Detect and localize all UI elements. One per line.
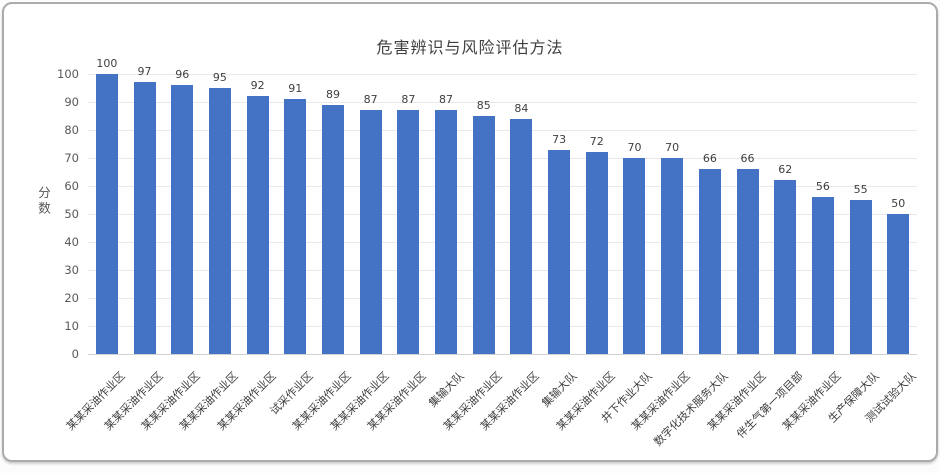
bar-value-label: 95 [212, 71, 227, 84]
bar-value-label: 97 [137, 65, 152, 79]
bar-value-label: 50 [891, 197, 906, 210]
bar [472, 116, 495, 354]
bar-slot: 85 [465, 74, 503, 354]
bar [359, 110, 382, 354]
gridline [88, 354, 917, 355]
bar-slot: 87 [352, 74, 390, 354]
bar-slot: 70 [653, 74, 691, 354]
bar [774, 180, 797, 354]
gridline [88, 74, 917, 75]
bar [95, 74, 118, 354]
bar-value-label: 87 [363, 93, 378, 107]
x-label-slot: 某某采油作业区 [365, 356, 429, 466]
gridline [88, 214, 917, 215]
bar [585, 152, 608, 354]
y-tick-label: 50 [64, 207, 79, 221]
bar-slot: 84 [503, 74, 541, 354]
gridline [88, 326, 917, 327]
bar-value-label: 62 [778, 163, 793, 177]
bar [849, 200, 872, 354]
chart-title: 危害辨识与风险评估方法 [376, 38, 564, 57]
bar-value-label: 73 [552, 132, 567, 146]
y-tick-label: 80 [64, 123, 79, 137]
bar-value-label: 55 [853, 183, 868, 196]
bar-slot: 70 [616, 74, 654, 354]
bar-slot: 95 [201, 71, 239, 354]
bar [435, 110, 458, 354]
bar [736, 169, 759, 354]
y-tick-label: 20 [64, 291, 79, 305]
bar-slot: 50 [879, 74, 917, 354]
bar [811, 197, 834, 354]
bar-slot: 97 [126, 65, 164, 354]
bar-slot: 56 [804, 74, 842, 354]
bar-slot: 87 [390, 74, 428, 354]
bar-value-label: 66 [740, 152, 755, 166]
bar-slot: 66 [729, 74, 767, 354]
bar [548, 149, 571, 354]
bar [133, 82, 156, 354]
bar [208, 88, 231, 354]
x-label-slot: 某某采油作业区 [478, 356, 542, 466]
y-tick-label: 40 [64, 235, 79, 249]
gridline [88, 102, 917, 103]
bar [284, 99, 307, 354]
bar-value-label: 70 [627, 141, 642, 154]
bar-value-label: 100 [96, 57, 118, 70]
bar-slot: 66 [691, 74, 729, 354]
gridline [88, 130, 917, 131]
bar [321, 104, 344, 354]
bar [510, 118, 533, 354]
bar-slot: 87 [427, 74, 465, 354]
gridline [88, 270, 917, 271]
bar-value-label: 87 [439, 93, 454, 107]
bar-slot: 96 [163, 68, 201, 354]
gridline [88, 242, 917, 243]
bar-slot: 62 [766, 74, 804, 354]
y-tick-label: 0 [71, 347, 79, 361]
x-axis-labels: 某某采油作业区 某某采油作业区 某某采油作业区 某某采油作业区 某某采油作业区 试采作业区… [64, 356, 919, 466]
bars-container: 100 97 96 95 92 91 89 87 87 87 85 84 73 72 70 70 66 66 62 5… [88, 57, 917, 354]
bar-slot: 55 [842, 74, 880, 354]
bar-value-label: 91 [288, 82, 303, 96]
bar-value-label: 70 [665, 141, 680, 154]
bar-slot: 73 [540, 74, 578, 354]
gridline [88, 158, 917, 159]
bar-slot: 91 [276, 74, 314, 354]
gridline [88, 298, 917, 299]
bar-value-label: 84 [514, 101, 529, 115]
bar-value-label: 72 [589, 135, 604, 149]
bar-value-label: 96 [175, 68, 190, 82]
chart-card: 危害辨识与风险评估方法 分数 100 90 80 70 60 50 40 30 20 10 0 10… [2, 2, 938, 462]
bar-value-label: 87 [401, 93, 416, 107]
y-tick-label: 100 [57, 67, 79, 81]
x-label-slot: 测试试验大队 [863, 356, 919, 466]
bar [623, 158, 646, 354]
bar [661, 158, 684, 354]
bar-value-label: 56 [815, 180, 830, 194]
bar-slot: 72 [578, 74, 616, 354]
bar [698, 169, 721, 354]
bar-value-label: 89 [325, 87, 340, 101]
y-tick-label: 90 [64, 95, 79, 109]
y-tick-label: 70 [64, 151, 79, 165]
plot-area: 100 90 80 70 60 50 40 30 20 10 0 100 97 96 95 92 91 89 87… [57, 57, 919, 449]
y-axis-title: 分数 [36, 186, 51, 217]
y-tick-label: 30 [64, 263, 79, 277]
bar [397, 110, 420, 354]
bar-slot: 89 [314, 74, 352, 354]
bar [246, 96, 269, 354]
bar [887, 214, 910, 354]
y-tick-label: 10 [64, 319, 79, 333]
bar-value-label: 85 [476, 99, 491, 112]
gridline [88, 186, 917, 187]
bar-slot: 100 [88, 57, 126, 354]
y-tick-label: 60 [64, 179, 79, 193]
bar [171, 85, 194, 354]
bar-slot: 92 [239, 74, 277, 354]
bar-value-label: 66 [702, 152, 717, 166]
bar-value-label: 92 [250, 79, 265, 93]
